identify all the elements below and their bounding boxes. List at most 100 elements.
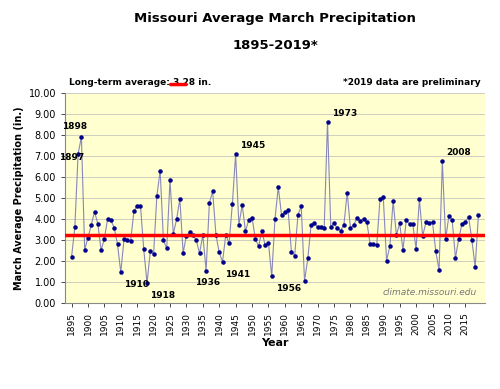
Point bbox=[222, 231, 230, 238]
Point bbox=[235, 222, 243, 228]
Point bbox=[114, 241, 122, 247]
Point bbox=[162, 245, 170, 252]
Point bbox=[314, 224, 322, 230]
Point bbox=[353, 215, 361, 221]
Point bbox=[258, 228, 266, 234]
Point bbox=[172, 216, 180, 223]
Text: climate.missouri.edu: climate.missouri.edu bbox=[382, 288, 476, 297]
Point bbox=[278, 212, 285, 218]
Point bbox=[304, 255, 312, 261]
Point bbox=[110, 225, 118, 231]
Point bbox=[300, 278, 308, 284]
Text: Missouri Average March Precipitation: Missouri Average March Precipitation bbox=[134, 12, 416, 25]
Point bbox=[356, 217, 364, 224]
Point bbox=[471, 264, 479, 270]
Point bbox=[380, 194, 388, 200]
Point bbox=[261, 242, 269, 249]
Point bbox=[179, 250, 187, 256]
Text: 1956: 1956 bbox=[276, 284, 301, 293]
Y-axis label: March Average Precipitation (in.): March Average Precipitation (in.) bbox=[14, 107, 24, 290]
Point bbox=[327, 224, 335, 230]
Point bbox=[232, 151, 239, 158]
Point bbox=[140, 246, 148, 252]
Point bbox=[208, 188, 216, 194]
Point bbox=[310, 220, 318, 226]
Point bbox=[416, 196, 424, 202]
Point bbox=[320, 224, 328, 231]
Point bbox=[343, 189, 351, 196]
Point bbox=[124, 237, 132, 243]
Point bbox=[452, 255, 460, 261]
Point bbox=[438, 158, 446, 164]
Point bbox=[84, 235, 92, 241]
Point bbox=[350, 222, 358, 228]
Point bbox=[363, 219, 371, 226]
Point bbox=[97, 247, 105, 253]
Point bbox=[468, 237, 476, 243]
Point bbox=[376, 196, 384, 202]
Text: 1945: 1945 bbox=[240, 141, 265, 150]
Point bbox=[330, 220, 338, 226]
Point bbox=[372, 242, 380, 248]
Point bbox=[422, 219, 430, 226]
Point bbox=[225, 240, 233, 247]
Text: 1898: 1898 bbox=[62, 123, 87, 131]
Point bbox=[104, 216, 112, 222]
Point bbox=[334, 225, 342, 231]
Point bbox=[218, 259, 226, 265]
Point bbox=[90, 209, 98, 215]
Point bbox=[196, 250, 203, 256]
Point bbox=[199, 232, 207, 238]
Point bbox=[336, 228, 344, 234]
Point bbox=[117, 269, 125, 275]
Point bbox=[382, 258, 390, 264]
X-axis label: Year: Year bbox=[261, 338, 289, 348]
Point bbox=[366, 241, 374, 247]
Point bbox=[78, 134, 86, 140]
Point bbox=[212, 231, 220, 238]
Point bbox=[136, 202, 144, 209]
Point bbox=[143, 280, 151, 286]
Point bbox=[281, 209, 289, 216]
Text: 1895-2019*: 1895-2019* bbox=[232, 39, 318, 52]
Point bbox=[248, 214, 256, 221]
Point bbox=[297, 203, 305, 210]
Point bbox=[182, 233, 190, 239]
Point bbox=[271, 216, 279, 222]
Point bbox=[288, 249, 296, 255]
Point bbox=[268, 273, 276, 279]
Point bbox=[252, 235, 260, 242]
Point bbox=[160, 237, 168, 243]
Point bbox=[389, 198, 397, 204]
Point bbox=[120, 236, 128, 242]
Point bbox=[202, 268, 210, 274]
Point bbox=[189, 232, 197, 238]
Point bbox=[324, 119, 332, 125]
Text: 2008: 2008 bbox=[446, 148, 471, 157]
Point bbox=[146, 248, 154, 254]
Text: 1918: 1918 bbox=[150, 291, 175, 300]
Point bbox=[428, 219, 436, 226]
Point bbox=[346, 225, 354, 231]
Point bbox=[107, 217, 115, 224]
Text: 1897: 1897 bbox=[58, 153, 84, 162]
Text: 1910: 1910 bbox=[124, 280, 148, 289]
Point bbox=[386, 243, 394, 249]
Text: 1941: 1941 bbox=[226, 270, 250, 279]
Point bbox=[290, 252, 298, 259]
Point bbox=[396, 220, 404, 226]
Point bbox=[360, 216, 368, 222]
Point bbox=[238, 202, 246, 208]
Point bbox=[435, 267, 443, 273]
Point bbox=[445, 213, 453, 219]
Point bbox=[228, 201, 236, 207]
Point bbox=[418, 233, 426, 239]
Point bbox=[176, 196, 184, 202]
Point bbox=[392, 232, 400, 238]
Point bbox=[206, 200, 214, 206]
Point bbox=[150, 251, 158, 257]
Point bbox=[215, 249, 223, 256]
Point bbox=[170, 231, 177, 237]
Point bbox=[245, 217, 252, 223]
Point bbox=[156, 168, 164, 174]
